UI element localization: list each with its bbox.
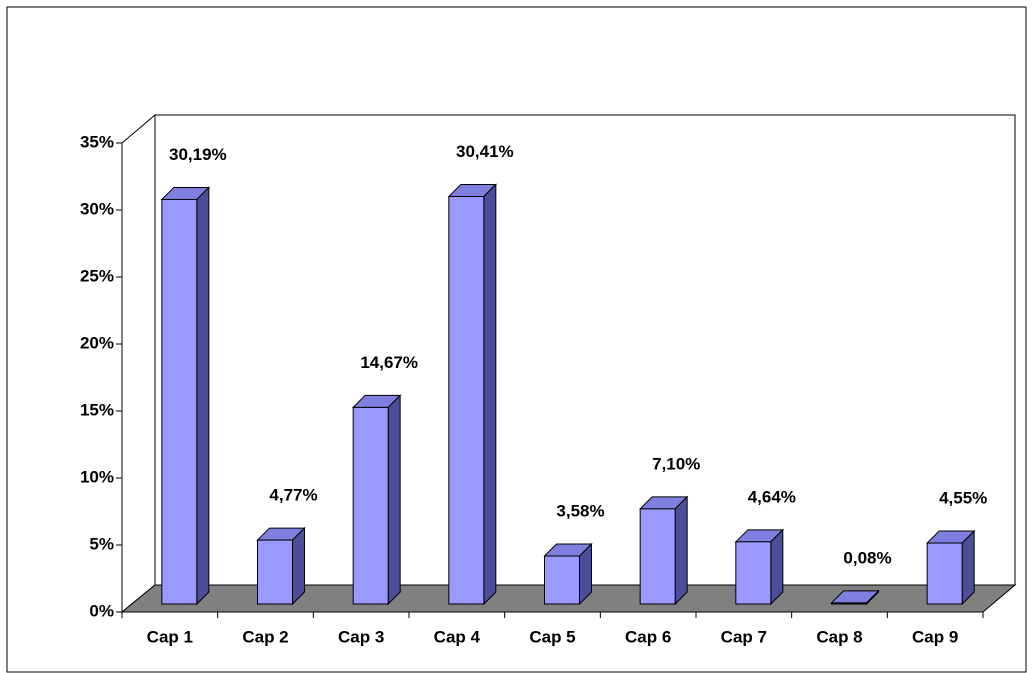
value-label: 0,08% — [843, 548, 891, 567]
x-tick-label: Cap 2 — [242, 627, 288, 646]
value-label: 7,10% — [652, 454, 700, 473]
bar-side — [387, 394, 401, 606]
y-tick-label: 10% — [80, 467, 114, 486]
bar — [926, 542, 963, 605]
bar-side — [483, 183, 497, 606]
bar-side — [196, 186, 210, 606]
bar — [161, 198, 198, 605]
bar-side — [674, 495, 688, 606]
value-label: 4,77% — [269, 486, 317, 505]
bar-side — [292, 526, 305, 606]
bar — [831, 602, 867, 605]
value-label: 4,55% — [939, 489, 987, 508]
y-tick-label: 5% — [89, 534, 114, 553]
bar — [639, 508, 676, 605]
y-tick-label: 20% — [80, 333, 114, 352]
x-tick-label: Cap 5 — [529, 627, 575, 646]
value-label: 14,67% — [360, 353, 418, 372]
bar — [735, 541, 772, 605]
x-tick-label: Cap 9 — [912, 627, 958, 646]
value-label: 4,64% — [748, 487, 796, 506]
y-tick-label: 30% — [80, 199, 114, 218]
value-label: 30,41% — [456, 142, 514, 161]
value-label: 30,19% — [169, 145, 227, 164]
bar — [257, 539, 293, 605]
y-tick-label: 15% — [80, 400, 114, 419]
x-tick-label: Cap 3 — [338, 627, 384, 646]
bar — [448, 196, 485, 605]
bar-side — [770, 528, 784, 606]
x-tick-label: Cap 4 — [434, 627, 481, 646]
bar — [352, 406, 389, 605]
bar — [544, 555, 580, 605]
y-tick-label: 25% — [80, 266, 114, 285]
x-tick-label: Cap 8 — [816, 627, 862, 646]
x-tick-label: Cap 6 — [625, 627, 671, 646]
x-tick-label: Cap 1 — [147, 627, 193, 646]
value-label: 3,58% — [556, 502, 604, 521]
side-wall — [121, 113, 156, 614]
y-tick-label: 35% — [80, 132, 114, 151]
bar-side — [961, 529, 975, 606]
x-tick-label: Cap 7 — [721, 627, 767, 646]
y-tick-label: 0% — [89, 601, 114, 620]
